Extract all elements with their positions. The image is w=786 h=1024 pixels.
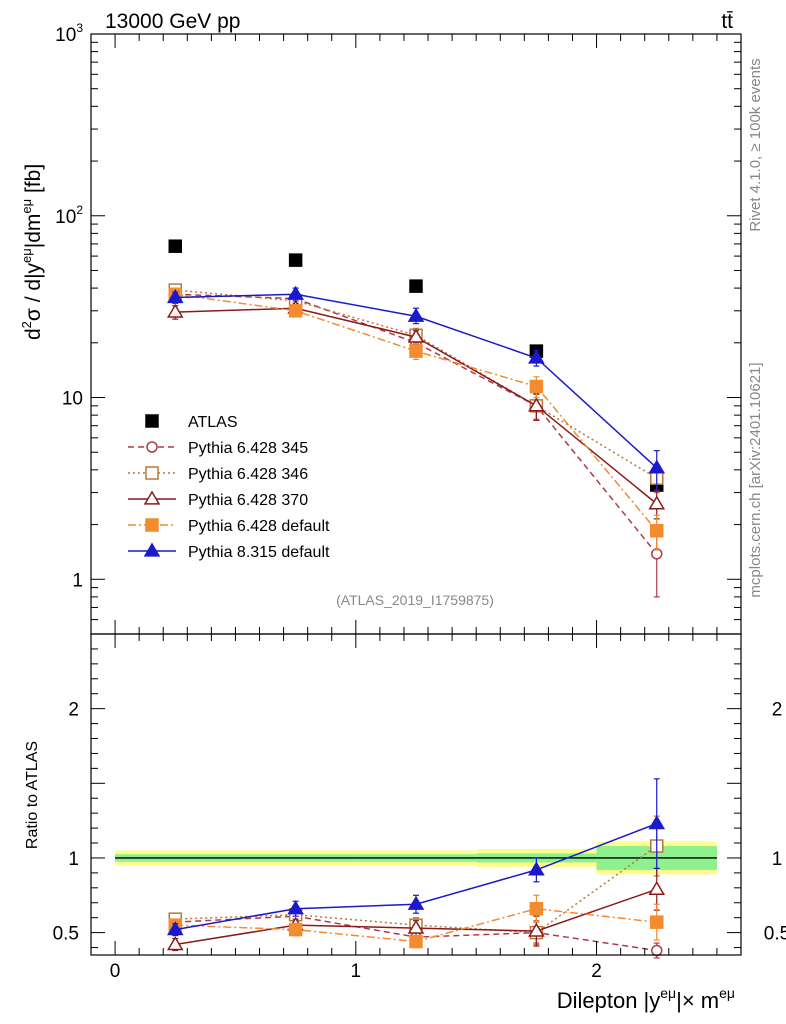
mcplots-label: mcplots.cern.ch [arXiv:2401.10621] (747, 362, 764, 597)
main-point-atlas (168, 239, 183, 253)
main-point-pythia-6-428-default (409, 344, 423, 358)
ratio-point-pythia-6-428-default (529, 901, 544, 916)
ratio-point-pythia-8-315-default (287, 900, 304, 915)
main-point-pythia-6-428-default (649, 523, 664, 538)
main-y-axis-label: d2σ / d|yeμ|dmeμ [fb] (19, 164, 45, 340)
collision-label: 13000 GeV pp (105, 10, 240, 33)
ratio-point-pythia-6-428-370 (528, 922, 545, 937)
legend-marker-pythia-6-428-default (145, 518, 159, 532)
ratio-y-tick-label-right: 1 (772, 849, 783, 870)
legend-marker-pythia-6-428-345 (146, 441, 158, 453)
y-tick-label: 103 (55, 21, 83, 46)
main-point-pythia-8-315-default (166, 289, 184, 304)
ratio-y-tick-label: 2 (68, 700, 79, 721)
ratio-point-pythia-6-428-370 (648, 880, 666, 895)
ratio-point-pythia-6-428-370 (166, 936, 184, 951)
legend-marker-atlas (145, 414, 159, 428)
ratio-point-pythia-8-315-default (648, 815, 666, 830)
main-point-pythia-6-428-default (529, 379, 544, 394)
x-tick-label: 1 (351, 961, 362, 982)
legend-label-pythia-6-428-346: Pythia 6.428 346 (188, 466, 308, 483)
legend-label-atlas: ATLAS (188, 414, 238, 431)
ratio-point-pythia-8-315-default (528, 861, 545, 876)
y-tick-label: 1 (72, 570, 83, 591)
series-layer (166, 239, 666, 959)
x-axis-label: Dilepton |yeμ|× meμ (557, 985, 735, 1013)
main-point-pythia-6-428-370 (407, 328, 425, 343)
axes-layer: 0 1 2 1 10 102 103 0.5 0.5 1 1 2 2 (53, 21, 786, 982)
ratio-band (115, 841, 717, 875)
legend-marker-pythia-8-315-default (143, 542, 161, 557)
legend-label-pythia-6-428-default: Pythia 6.428 default (188, 518, 330, 535)
main-point-pythia-6-428-370 (166, 303, 184, 318)
legend: ATLAS Pythia 6.428 345 Pythia 6.428 346 Pyt… (128, 414, 330, 561)
ratio-point-pythia-6-428-345 (650, 944, 663, 957)
legend-label-pythia-6-428-370: Pythia 6.428 370 (188, 492, 308, 509)
main-point-pythia-6-428-default (288, 304, 303, 318)
x-tick-label: 2 (591, 961, 602, 982)
ratio-y-tick-label-right: 0.5 (764, 924, 786, 945)
legend-marker-pythia-6-428-346 (145, 466, 159, 480)
ratio-plot-frame (90, 633, 742, 956)
ratio-y-tick-label-right: 2 (772, 700, 783, 721)
main-point-pythia-6-428-370 (648, 495, 666, 510)
y-tick-label: 102 (55, 203, 83, 228)
main-point-pythia-8-315-default (287, 285, 304, 300)
ratio-point-pythia-6-428-default (649, 915, 664, 929)
y-tick-label: 10 (62, 389, 83, 410)
ratio-point-pythia-6-428-370 (407, 919, 425, 934)
x-tick-label: 0 (110, 961, 121, 982)
ratio-y-axis-label: Ratio to ATLAS (24, 741, 41, 849)
ratio-point-pythia-8-315-default (407, 895, 425, 910)
process-label: tt̄ (721, 10, 733, 33)
ratio-point-pythia-6-428-default (288, 922, 303, 937)
rivet-version-label: Rivet 4.1.0, ≥ 100k events (747, 58, 764, 231)
main-point-atlas (409, 279, 423, 293)
main-point-pythia-8-315-default (648, 459, 666, 474)
legend-label-pythia-6-428-345: Pythia 6.428 345 (188, 440, 308, 457)
ratio-y-tick-label: 1 (68, 849, 79, 870)
legend-label-pythia-8-315-default: Pythia 8.315 default (188, 544, 330, 561)
ratio-point-pythia-8-315-default (166, 921, 184, 936)
main-point-pythia-8-315-default (528, 349, 545, 364)
legend-marker-pythia-6-428-370 (143, 490, 161, 505)
ratio-y-tick-label: 0.5 (53, 924, 79, 945)
ratio-point-pythia-6-428-default (409, 934, 423, 949)
main-point-pythia-8-315-default (407, 307, 425, 322)
analysis-id-label: (ATLAS_2019_I1759875) (336, 592, 494, 608)
main-line-pythia-6-428-default (175, 293, 658, 532)
main-point-pythia-6-428-370 (528, 397, 545, 412)
main-point-atlas (288, 253, 303, 267)
